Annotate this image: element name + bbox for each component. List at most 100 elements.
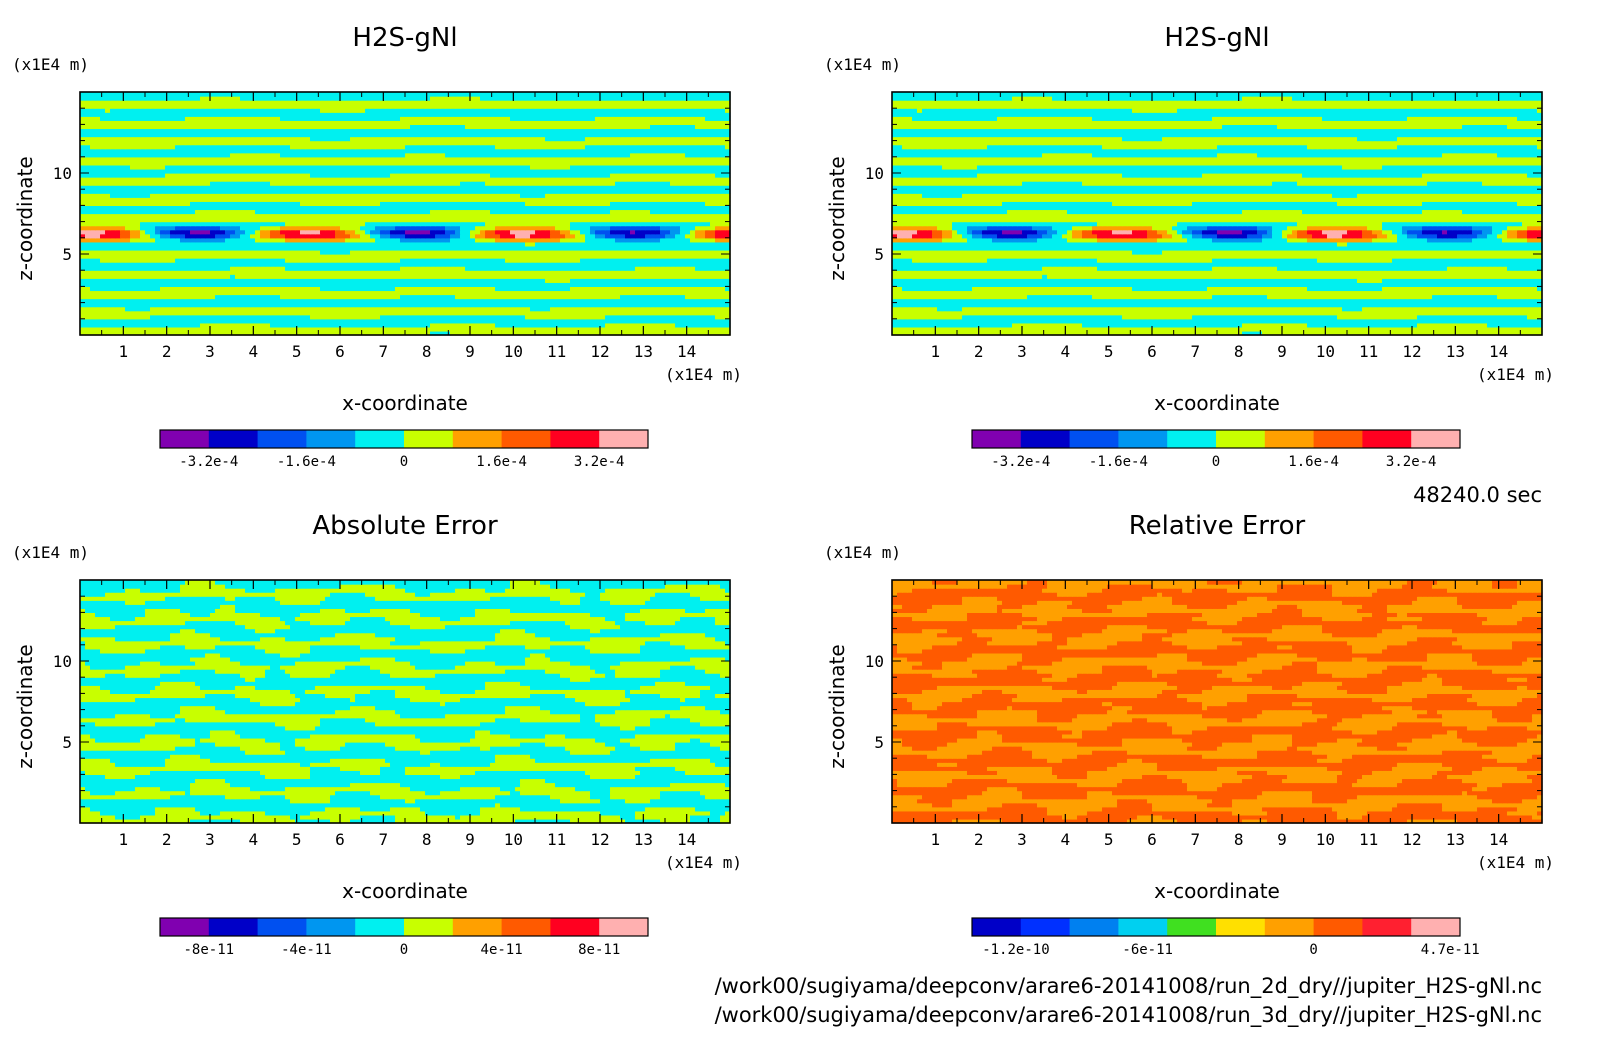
heatmap-cell xyxy=(315,254,321,259)
heatmap-cell xyxy=(265,322,271,328)
heatmap-cell xyxy=(720,254,726,259)
heatmap-cell xyxy=(685,318,691,324)
heatmap-cell xyxy=(120,229,126,235)
heatmap-cell xyxy=(110,225,116,231)
heatmap-cell xyxy=(230,245,236,251)
heatmap-cell xyxy=(225,302,231,308)
heatmap-cell xyxy=(620,217,626,223)
heatmap-cell xyxy=(255,318,261,324)
heatmap-cell xyxy=(160,282,166,287)
heatmap-cell xyxy=(165,290,171,296)
heatmap-cell xyxy=(265,278,271,283)
heatmap-cell xyxy=(405,205,411,211)
heatmap-cell xyxy=(705,225,711,231)
heatmap-cell xyxy=(215,213,221,219)
heatmap-cell xyxy=(625,326,631,332)
heatmap-cell xyxy=(440,282,446,287)
heatmap-cell xyxy=(220,201,226,206)
heatmap-cell xyxy=(470,294,476,300)
heatmap-cell xyxy=(720,262,726,267)
heatmap-cell xyxy=(620,245,626,251)
heatmap-cell xyxy=(90,217,96,223)
heatmap-cell xyxy=(660,326,666,332)
heatmap-cell xyxy=(590,278,596,283)
heatmap-cell xyxy=(690,294,696,300)
heatmap-cell xyxy=(610,330,616,336)
heatmap-cell xyxy=(95,270,101,275)
heatmap-cell xyxy=(395,245,401,251)
heatmap-cell xyxy=(625,282,631,287)
heatmap-cell xyxy=(90,310,96,316)
heatmap-cell xyxy=(350,278,356,283)
heatmap-cell xyxy=(225,213,231,219)
heatmap-cell xyxy=(265,314,271,320)
heatmap-cell xyxy=(525,254,531,259)
heatmap-cell xyxy=(110,205,116,211)
heatmap-cell xyxy=(195,290,201,296)
heatmap-cell xyxy=(265,326,271,332)
heatmap-cell xyxy=(145,229,151,235)
heatmap-cell xyxy=(470,193,476,198)
heatmap-cell xyxy=(495,294,501,300)
heatmap-cell xyxy=(105,306,111,312)
heatmap-cell xyxy=(230,213,236,219)
heatmap-cell xyxy=(665,314,671,320)
heatmap-cell xyxy=(475,181,481,186)
heatmap-cell xyxy=(435,245,441,251)
heatmap-cell xyxy=(640,306,646,312)
heatmap-cell xyxy=(545,306,551,312)
heatmap-cell xyxy=(395,233,401,239)
heatmap-cell xyxy=(375,282,381,287)
heatmap-cell xyxy=(475,282,481,287)
heatmap-cell xyxy=(700,213,706,219)
heatmap-cell xyxy=(580,229,586,235)
heatmap-cell xyxy=(365,318,371,324)
heatmap-cell xyxy=(110,197,116,202)
heatmap-cell xyxy=(305,181,311,186)
heatmap-cell xyxy=(365,209,371,215)
heatmap-cell xyxy=(275,266,281,271)
heatmap-cell xyxy=(580,205,586,211)
heatmap-cell xyxy=(205,221,211,227)
heatmap-cell xyxy=(185,177,191,182)
heatmap-cell xyxy=(175,177,181,182)
heatmap-cell xyxy=(430,193,436,198)
heatmap-cell xyxy=(625,254,631,259)
heatmap-cell xyxy=(295,314,301,320)
heatmap-cell xyxy=(340,249,346,255)
heatmap-cell xyxy=(525,310,531,316)
heatmap-cell xyxy=(360,258,366,263)
heatmap-cell xyxy=(140,330,146,336)
heatmap-cell xyxy=(560,322,566,328)
heatmap-cell xyxy=(380,241,386,247)
heatmap-cell xyxy=(580,225,586,231)
heatmap-cell xyxy=(340,270,346,275)
heatmap-cell xyxy=(605,262,611,267)
heatmap-cell xyxy=(120,189,126,194)
heatmap-cell xyxy=(625,294,631,300)
heatmap-cell xyxy=(580,314,586,320)
heatmap-cell xyxy=(460,286,466,292)
heatmap-cell xyxy=(355,306,361,312)
heatmap-cell xyxy=(415,209,421,215)
heatmap-cell xyxy=(120,282,126,287)
heatmap-cell xyxy=(700,270,706,275)
heatmap-cell xyxy=(480,209,486,215)
heatmap-cell xyxy=(170,225,176,231)
heatmap-cell xyxy=(145,274,151,279)
heatmap-cell xyxy=(235,193,241,198)
heatmap-cell xyxy=(400,233,406,239)
heatmap-cell xyxy=(440,314,446,320)
heatmap-cell xyxy=(540,189,546,194)
heatmap-cell xyxy=(230,197,236,202)
heatmap-cell xyxy=(550,298,556,304)
heatmap-cell xyxy=(300,274,306,279)
heatmap-cell xyxy=(600,185,606,190)
heatmap-cell xyxy=(720,205,726,211)
heatmap-cell xyxy=(720,266,726,271)
heatmap-cell xyxy=(690,213,696,219)
heatmap-cell xyxy=(475,294,481,300)
heatmap-cell xyxy=(600,213,606,219)
heatmap-cell xyxy=(330,302,336,308)
heatmap-cell xyxy=(675,241,681,247)
